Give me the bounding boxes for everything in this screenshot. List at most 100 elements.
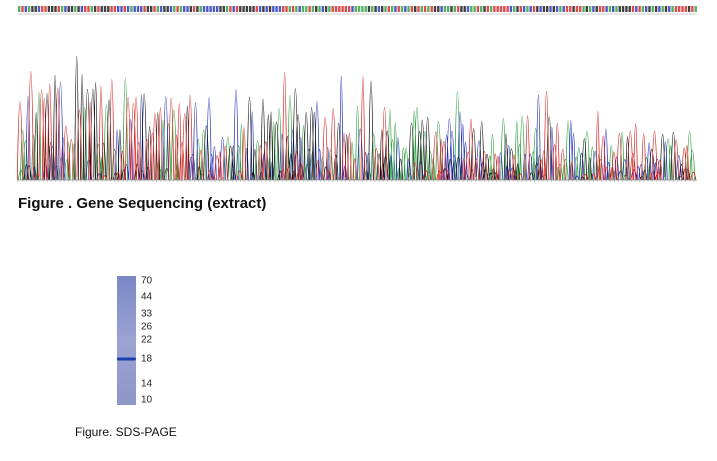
base-call <box>24 6 27 12</box>
base-call <box>377 6 381 12</box>
base-call <box>579 6 582 12</box>
base-call <box>602 6 605 12</box>
base-call <box>427 6 430 12</box>
base-call <box>189 6 192 12</box>
figure-caption: Figure . Gene Sequencing (extract) <box>18 195 267 212</box>
base-call <box>625 6 628 12</box>
base-call <box>374 6 377 12</box>
base-call <box>67 6 70 12</box>
base-call <box>179 6 183 12</box>
base-call <box>575 6 579 12</box>
base-call <box>107 6 110 12</box>
base-call <box>209 6 212 12</box>
base-call <box>70 6 74 12</box>
base-call <box>288 6 291 12</box>
base-call <box>334 6 338 12</box>
base-call <box>582 6 585 12</box>
base-call <box>420 6 423 12</box>
base-call <box>265 6 268 12</box>
base-call <box>447 6 450 12</box>
base-call <box>357 6 361 12</box>
base-call <box>298 6 301 12</box>
base-call <box>513 6 516 12</box>
base-call <box>308 6 311 12</box>
gel-lane <box>117 276 136 405</box>
base-call <box>694 6 697 12</box>
base-call <box>526 6 529 12</box>
base-call <box>390 6 394 12</box>
base-call <box>466 6 470 12</box>
base-call <box>367 6 371 12</box>
base-call <box>113 6 117 12</box>
base-call <box>668 6 671 12</box>
base-call <box>239 6 242 12</box>
base-call <box>394 6 397 12</box>
base-call <box>321 6 324 12</box>
base-call <box>262 6 265 12</box>
base-call <box>34 6 37 12</box>
base-call <box>522 6 526 12</box>
base-call <box>664 6 668 12</box>
base-call <box>275 6 278 12</box>
base-call <box>364 6 367 12</box>
base-call <box>318 6 321 12</box>
base-call <box>456 6 460 12</box>
base-call <box>681 6 684 12</box>
base-call <box>476 6 480 12</box>
base-call <box>621 6 625 12</box>
base-call <box>549 6 552 12</box>
base-call <box>328 6 331 12</box>
base-call <box>483 6 486 12</box>
base-call <box>192 6 196 12</box>
base-call <box>51 6 54 12</box>
base-call <box>645 6 648 12</box>
trace <box>17 78 696 181</box>
base-call <box>136 6 140 12</box>
base-call <box>212 6 216 12</box>
marker-label: 26 <box>141 322 153 333</box>
base-call <box>100 6 103 12</box>
base-call <box>315 6 318 12</box>
base-call <box>572 6 575 12</box>
marker-label: 18 <box>141 354 153 365</box>
base-call <box>159 6 163 12</box>
base-call <box>595 6 598 12</box>
base-call <box>229 6 232 12</box>
base-call <box>93 6 97 12</box>
base-call <box>166 6 169 12</box>
base-call <box>351 6 354 12</box>
base-call <box>384 6 387 12</box>
base-call <box>77 6 80 12</box>
base-call <box>400 6 404 12</box>
base-call <box>506 6 509 12</box>
base-call <box>255 6 258 12</box>
base-call <box>331 6 334 12</box>
base-call <box>552 6 555 12</box>
base-call <box>348 6 351 12</box>
base-call <box>635 6 638 12</box>
base-call <box>417 6 420 12</box>
base-call <box>153 6 156 12</box>
base-call <box>489 6 493 12</box>
base-call <box>658 6 661 12</box>
base-call <box>460 6 463 12</box>
base-call <box>470 6 473 12</box>
base-call <box>103 6 107 12</box>
base-call <box>117 6 120 12</box>
base-call <box>585 6 588 12</box>
base-call <box>80 6 84 12</box>
base-call <box>341 6 344 12</box>
base-call <box>295 6 298 12</box>
base-call <box>440 6 443 12</box>
base-call <box>605 6 608 12</box>
base-call <box>305 6 308 12</box>
marker-label: 33 <box>141 309 153 320</box>
base-call <box>133 6 136 12</box>
base-call <box>519 6 522 12</box>
base-call <box>258 6 262 12</box>
base-call <box>638 6 641 12</box>
base-call <box>437 6 440 12</box>
base-call <box>130 6 133 12</box>
base-call <box>608 6 612 12</box>
